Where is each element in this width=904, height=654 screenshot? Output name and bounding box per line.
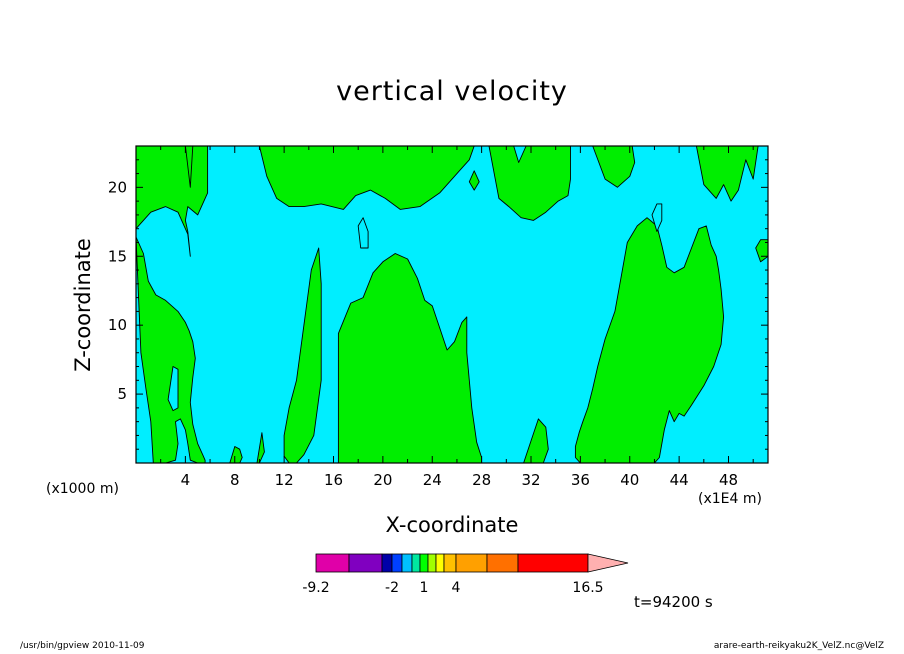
x-tick-label: 44 <box>670 471 689 489</box>
chart-title: vertical velocity <box>336 76 568 107</box>
x-tick-label: 16 <box>324 471 343 489</box>
updraft-region <box>695 146 759 202</box>
updraft-region <box>468 170 480 191</box>
colorbar-label: 1 <box>420 580 429 596</box>
footer-source-file: arare-earth-reikyaku2K_VelZ.nc@VelZ <box>713 641 884 651</box>
colorbar-bin <box>381 553 393 573</box>
x-tick-label: 32 <box>521 471 540 489</box>
updraft-region <box>283 247 322 463</box>
x-tick-label: 48 <box>719 471 738 489</box>
updraft-region <box>592 146 636 188</box>
colorbar-bin <box>427 553 437 573</box>
colorbar-extension-arrow <box>587 553 629 573</box>
x-tick-label: 28 <box>472 471 491 489</box>
updraft-region <box>184 146 194 188</box>
x-tick-label: 36 <box>571 471 590 489</box>
updraft-region <box>523 418 549 463</box>
y-tick-label: 15 <box>108 247 127 265</box>
updraft-region <box>229 446 243 463</box>
updraft-region <box>488 146 571 221</box>
colorbar-bin <box>419 553 429 573</box>
colorbar-bin <box>401 553 413 573</box>
x-axis: 4 8 12 16 20 24 28 32 36 40 44 48 <box>160 146 754 489</box>
x-secondary-unit-label: (x1E4 m) <box>698 491 762 507</box>
y-tick-label: 20 <box>108 178 127 196</box>
y-axis: 5 10 15 20 <box>108 159 768 450</box>
y-tick-label: 10 <box>108 316 127 334</box>
colorbar-bin <box>315 553 350 573</box>
colorbar-label: 4 <box>452 580 461 596</box>
x-tick-label: 4 <box>181 471 191 489</box>
colorbar-label: -2 <box>385 580 399 596</box>
downdraft-region <box>357 217 369 249</box>
x-tick-label: 24 <box>423 471 442 489</box>
downdraft-region <box>167 366 179 412</box>
x-tick-label: 40 <box>620 471 639 489</box>
updraft-region <box>258 146 475 210</box>
x-axis-label: X-coordinate <box>385 513 519 537</box>
x-unit-label: (x1000 m) <box>46 481 119 497</box>
colorbar-bin <box>517 553 589 573</box>
contour-field <box>136 146 768 463</box>
x-tick-label: 20 <box>373 471 392 489</box>
time-label: t=94200 s <box>634 593 713 611</box>
colorbar-bin <box>486 553 519 573</box>
colorbar-bin <box>348 553 383 573</box>
colorbar-bin <box>391 553 403 573</box>
colorbar-bin <box>435 553 445 573</box>
updraft-region <box>337 253 483 463</box>
colorbar-bin <box>411 553 421 573</box>
colorbar-bin <box>455 553 488 573</box>
colorbar-label: -9.2 <box>302 580 329 596</box>
downdraft-region <box>651 203 663 232</box>
footer-program-date: /usr/bin/gpview 2010-11-09 <box>20 641 145 651</box>
updraft-region <box>574 217 725 463</box>
x-tick-label: 12 <box>275 471 294 489</box>
y-axis-label: Z-coordinate <box>71 238 95 372</box>
plot-frame <box>135 145 769 464</box>
colorbar-bin <box>443 553 457 573</box>
updraft-region <box>256 432 265 463</box>
colorbar: -9.2 -2 1 4 16.5 <box>302 553 629 596</box>
x-tick-label: 8 <box>230 471 240 489</box>
y-tick-label: 5 <box>117 385 127 403</box>
colorbar-label: 16.5 <box>572 580 603 596</box>
